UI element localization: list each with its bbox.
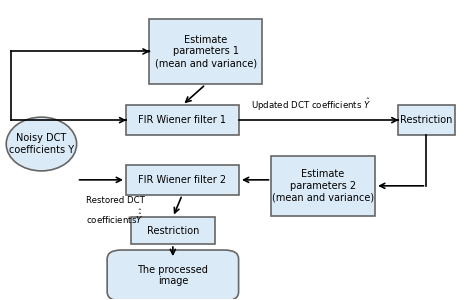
Text: FIR Wiener filter 2: FIR Wiener filter 2: [138, 175, 226, 185]
FancyBboxPatch shape: [126, 105, 238, 135]
Text: Estimate
parameters 2
(mean and variance): Estimate parameters 2 (mean and variance…: [272, 169, 374, 203]
Text: Updated DCT coefficients $\hat{Y}$: Updated DCT coefficients $\hat{Y}$: [251, 96, 372, 113]
FancyBboxPatch shape: [126, 165, 238, 195]
Text: FIR Wiener filter 1: FIR Wiener filter 1: [138, 115, 226, 125]
Text: Estimate
parameters 1
(mean and variance): Estimate parameters 1 (mean and variance…: [155, 35, 257, 68]
FancyBboxPatch shape: [107, 250, 238, 300]
FancyBboxPatch shape: [272, 156, 375, 216]
Text: Restriction: Restriction: [400, 115, 453, 125]
FancyBboxPatch shape: [149, 19, 262, 84]
FancyBboxPatch shape: [398, 105, 455, 135]
FancyBboxPatch shape: [131, 217, 215, 244]
Text: Restriction: Restriction: [146, 226, 199, 236]
Text: The processed
image: The processed image: [137, 265, 208, 286]
Text: Noisy DCT
coefficients Y: Noisy DCT coefficients Y: [9, 133, 74, 155]
Ellipse shape: [6, 117, 77, 171]
Text: Restored DCT
coefficients$\hat{\hat{Y}}$: Restored DCT coefficients$\hat{\hat{Y}}$: [86, 196, 145, 226]
